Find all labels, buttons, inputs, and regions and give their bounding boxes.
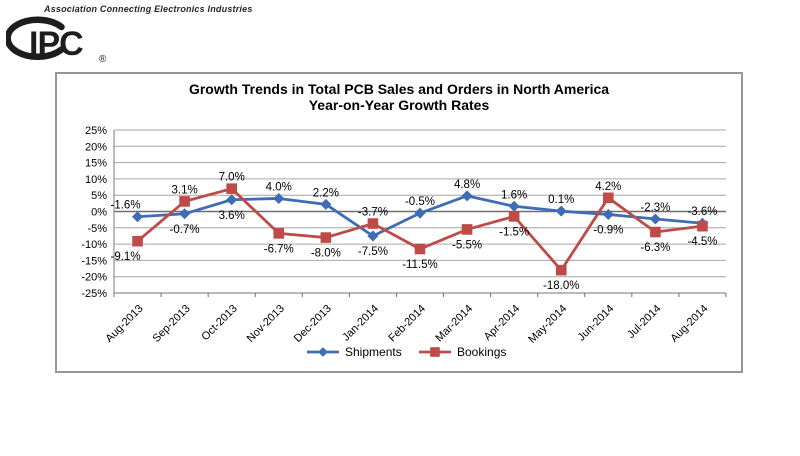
ipc-logo: IPC ® [6,16,107,65]
x-axis-label: Nov-2013 [245,303,287,345]
shipments-marker-diamond-icon [226,194,238,206]
data-label: 3.1% [172,184,198,196]
shipments-marker-diamond-icon [414,207,426,219]
bookings-marker-square-icon [367,218,379,229]
y-axis-label: 0% [91,207,107,219]
data-label: 4.2% [595,181,621,193]
data-label: -6.3% [640,242,670,254]
legend-marker-bookings-icon [430,347,440,357]
y-axis-label: 10% [85,174,107,186]
data-label: 1.6% [501,189,527,201]
shipments-marker-diamond-icon [555,205,567,217]
x-axis-label: Oct-2013 [199,303,239,343]
chart-title: Growth Trends in Total PCB Sales and Ord… [57,81,741,114]
shipments-marker-diamond-icon [179,208,191,220]
logo-swoosh-icon [6,16,65,60]
bookings-marker-square-icon [650,226,661,238]
brand-header: Association Connecting Electronics Indus… [0,0,300,70]
chart-title-line2: Year-on-Year Growth Rates [308,96,490,113]
data-label: 4.8% [454,179,480,191]
shipments-marker-diamond-icon [132,211,144,223]
x-axis-label: Jun-2014 [576,303,617,344]
x-axis-label: Feb-2014 [386,303,428,345]
data-label: -6.7% [264,243,294,255]
data-label: -5.5% [452,239,482,251]
data-label: -1.6% [111,200,141,212]
y-axis-label: 20% [85,141,107,153]
data-label: -4.5% [687,236,717,248]
y-axis-label: -10% [81,239,107,251]
legend-label-shipments: Shipments [345,345,402,359]
y-axis-label: -15% [81,255,107,267]
data-label: -7.5% [358,246,388,258]
bookings-marker-square-icon [555,264,567,276]
data-label: -9.1% [111,251,141,263]
data-label: 7.0% [219,172,245,184]
data-label: -2.3% [640,202,670,214]
shipments-marker-diamond-icon [273,192,285,204]
y-axis-label: 25% [85,125,107,137]
x-axis-label: Dec-2013 [292,303,334,345]
y-axis-label: -25% [81,288,107,300]
shipments-marker-diamond-icon [461,190,473,202]
data-label: 3.6% [219,210,245,222]
shipments-marker-diamond-icon [649,213,661,225]
bookings-marker-square-icon [273,228,285,239]
data-label: 2.2% [313,187,339,199]
growth-chart: 25% 20% 15% 10% 5% 0% -5% -10% -15% -20% -25% Aug-2… [81,125,727,359]
x-axis-label: Aug-2014 [668,303,710,345]
bookings-marker-square-icon [508,211,520,222]
x-axis-label: Sep-2013 [151,303,193,345]
data-label: -3.7% [358,207,388,219]
shipments-marker-diamond-icon [508,200,520,212]
data-label: -11.5% [402,259,438,271]
bookings-marker-square-icon [320,232,332,243]
shipments-marker-diamond-icon [367,230,379,242]
chart-frame: Growth Trends in Total PCB Sales and Ord… [55,72,743,373]
x-axis-label: Jan-2014 [340,303,381,344]
data-label: -8.0% [311,248,341,260]
data-label: -1.5% [499,226,529,238]
bookings-marker-square-icon [461,224,473,235]
y-axis-label: -5% [87,223,107,235]
x-axis-label: Apr-2014 [482,303,522,343]
data-label: -18.0% [543,280,579,292]
data-label: 0.1% [548,194,574,206]
bookings-marker-square-icon [179,196,190,207]
x-axis-label: Jul-2014 [625,303,663,341]
brand-tagline: Association Connecting Electronics Indus… [44,4,253,14]
legend-marker-shipments-icon [318,347,328,357]
data-label: -3.6% [687,206,717,218]
y-axis-label: -20% [81,272,107,284]
x-axis-label: Mar-2014 [433,303,475,345]
bookings-marker-square-icon [697,220,708,232]
data-label: -0.9% [593,224,623,236]
bookings-marker-square-icon [603,192,614,204]
chart-title-line1: Growth Trends in Total PCB Sales and Ord… [188,81,610,97]
y-axis-label: 5% [91,190,107,202]
data-label: -0.7% [170,224,200,236]
logo-text: IPC [29,25,83,63]
bookings-marker-square-icon [132,235,143,247]
bookings-marker-square-icon [414,243,426,255]
shipments-marker-diamond-icon [602,208,614,220]
data-label: 4.0% [266,181,292,193]
legend-label-bookings: Bookings [457,345,506,359]
logo-registered-mark: ® [99,54,107,65]
shipments-marker-diamond-icon [320,198,332,210]
bookings-marker-square-icon [226,183,237,194]
x-axis-label: Aug-2013 [103,303,145,345]
x-axis-label: May-2014 [526,303,569,346]
y-axis-label: 15% [85,158,107,170]
data-label: -0.5% [405,196,435,208]
